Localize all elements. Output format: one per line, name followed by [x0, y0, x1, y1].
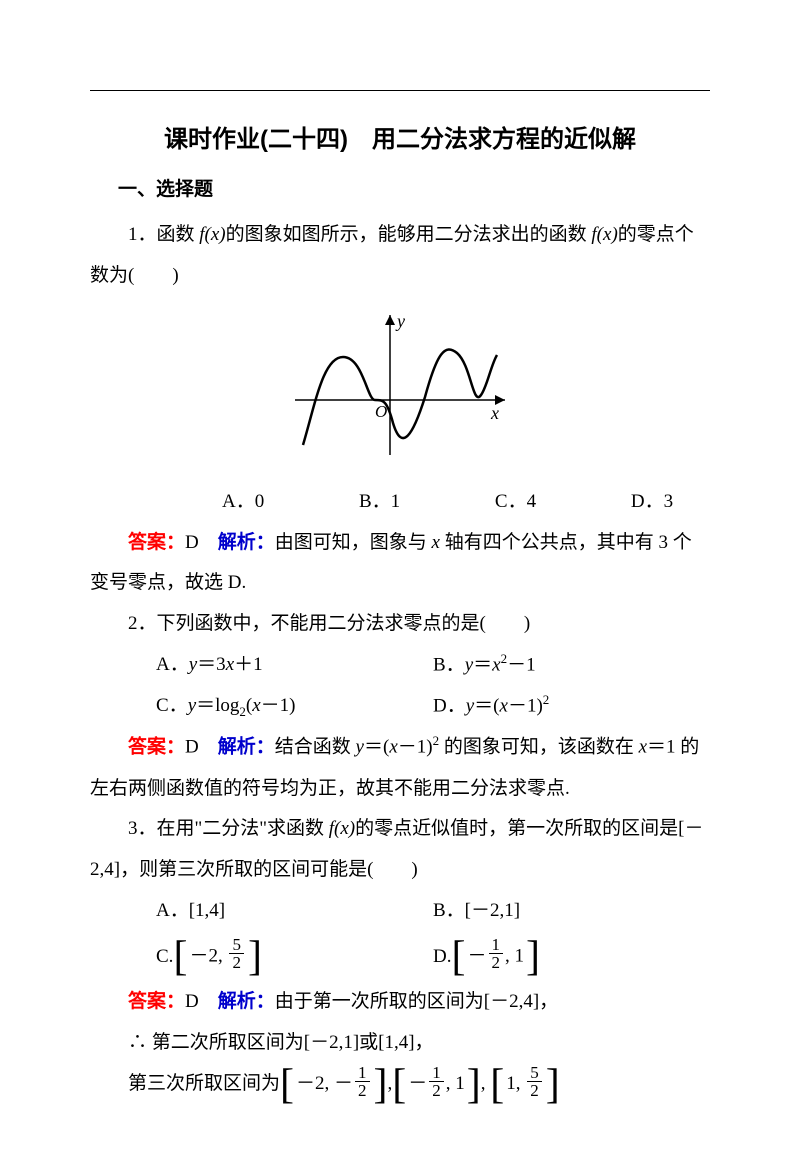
- q3-options-ab: A．[1,4] B．[－2,1]: [90, 891, 710, 932]
- analysis-label: 解析：: [218, 737, 275, 758]
- q3-fx: f(x): [329, 818, 355, 839]
- q2-optB: B．y＝x2－1: [433, 645, 710, 686]
- q1-text-b: 的图象如图所示，能够用二分法求出的函数: [226, 224, 592, 245]
- q3-answer-line: 答案：D 解析：由于第一次所取的区间为[－2,4]，: [90, 982, 710, 1023]
- q1-optC: C．4: [429, 482, 536, 523]
- q2C-prefix: C．: [156, 695, 188, 716]
- q1-answer-line: 答案：D 解析：由图可知，图象与 x 轴有四个公共点，其中有 3 个变号零点，故…: [90, 523, 710, 605]
- q1-optD: D．3: [565, 482, 673, 523]
- q3C-prefix: C.: [156, 946, 173, 968]
- q1-answer: D: [185, 532, 199, 553]
- q2B-prefix: B．: [433, 654, 465, 675]
- q3-ana-c: 第三次所取区间为 [ －2, －12 ] , [ －12, 1 ] , [ 1,…: [90, 1064, 710, 1106]
- q3-stem: 3．在用"二分法"求函数 f(x)的零点近似值时，第一次所取的区间是[－2,4]…: [90, 809, 710, 891]
- q2-optC: C．y＝log2(x－1): [156, 686, 433, 727]
- q3-optA: A．[1,4]: [156, 891, 433, 932]
- y-label: y: [395, 311, 405, 331]
- q1-fx-2: f(x): [591, 224, 617, 245]
- q3-answer: D: [185, 991, 199, 1012]
- top-divider: [90, 90, 710, 91]
- q2-options: A．y＝3x＋1 B．y＝x2－1 C．y＝log2(x－1) D．y＝(x－1…: [90, 645, 710, 727]
- q3-ana-a: 由于第一次所取的区间为[－2,4]，: [275, 991, 558, 1012]
- den: 2: [489, 954, 504, 972]
- analysis-label: 解析：: [218, 532, 275, 553]
- q2D-prefix: D．: [433, 696, 466, 717]
- q3-optC: C. [ －2, 52 ]: [156, 936, 433, 978]
- q3-ana-c-prefix: 第三次所取区间为: [128, 1064, 280, 1105]
- q3-text-a: 3．在用"二分法"求函数: [128, 818, 329, 839]
- q2-optD: D．y＝(x－1)2: [433, 686, 710, 727]
- q1-fx-1: f(x): [199, 224, 225, 245]
- q3-optB: B．[－2,1]: [433, 891, 710, 932]
- q1-figure: y x O: [90, 305, 710, 470]
- q2-ana-b: 的图象可知，该函数在: [439, 737, 639, 758]
- num: 1: [429, 1064, 444, 1083]
- q2-ana-a: 结合函数: [275, 737, 356, 758]
- q3-options-cd: C. [ －2, 52 ] D. [ －12, 1 ]: [90, 936, 710, 978]
- q3-ana-b: ∴ 第二次所取区间为[－2,1]或[1,4]，: [90, 1023, 710, 1064]
- curve: [303, 349, 497, 445]
- q3D-prefix: D.: [433, 946, 451, 968]
- q2A-prefix: A．: [156, 654, 189, 675]
- q1-text-a: 1．函数: [128, 224, 199, 245]
- q2-answer-line: 答案：D 解析：结合函数 y＝(x－1)2 的图象可知，该函数在 x＝1 的左右…: [90, 727, 710, 809]
- num: 1: [355, 1064, 370, 1083]
- den: 2: [527, 1082, 542, 1100]
- den: 2: [229, 954, 244, 972]
- q2-optA: A．y＝3x＋1: [156, 645, 433, 686]
- q2-stem: 2．下列函数中，不能用二分法求零点的是( ): [90, 604, 710, 645]
- q1-options: A．0 B．1 C．4 D．3: [90, 482, 710, 523]
- answer-label: 答案：: [128, 737, 185, 758]
- q1-stem: 1．函数 f(x)的图象如图所示，能够用二分法求出的函数 f(x)的零点个数为(…: [90, 215, 710, 297]
- section-heading: 一、选择题: [90, 174, 710, 201]
- q1-ana-a: 由图可知，图象与: [275, 532, 432, 553]
- num: 5: [527, 1064, 542, 1083]
- den: 2: [355, 1082, 370, 1100]
- den: 2: [429, 1082, 444, 1100]
- q2-answer: D: [185, 737, 199, 758]
- num: 1: [489, 936, 504, 955]
- page-title: 课时作业(二十四) 用二分法求方程的近似解: [90, 119, 710, 154]
- y-arrow: [385, 315, 395, 325]
- q1-optB: B．1: [293, 482, 400, 523]
- q1-graph-svg: y x O: [285, 305, 515, 465]
- q1-ana-x: x: [432, 532, 440, 553]
- answer-label: 答案：: [128, 532, 185, 553]
- q1-optA: A．0: [156, 482, 264, 523]
- num: 5: [229, 936, 244, 955]
- answer-label: 答案：: [128, 991, 185, 1012]
- x-label: x: [490, 403, 499, 423]
- q3-optD: D. [ －12, 1 ]: [433, 936, 710, 978]
- analysis-label: 解析：: [218, 991, 275, 1012]
- origin-label: O: [375, 402, 387, 421]
